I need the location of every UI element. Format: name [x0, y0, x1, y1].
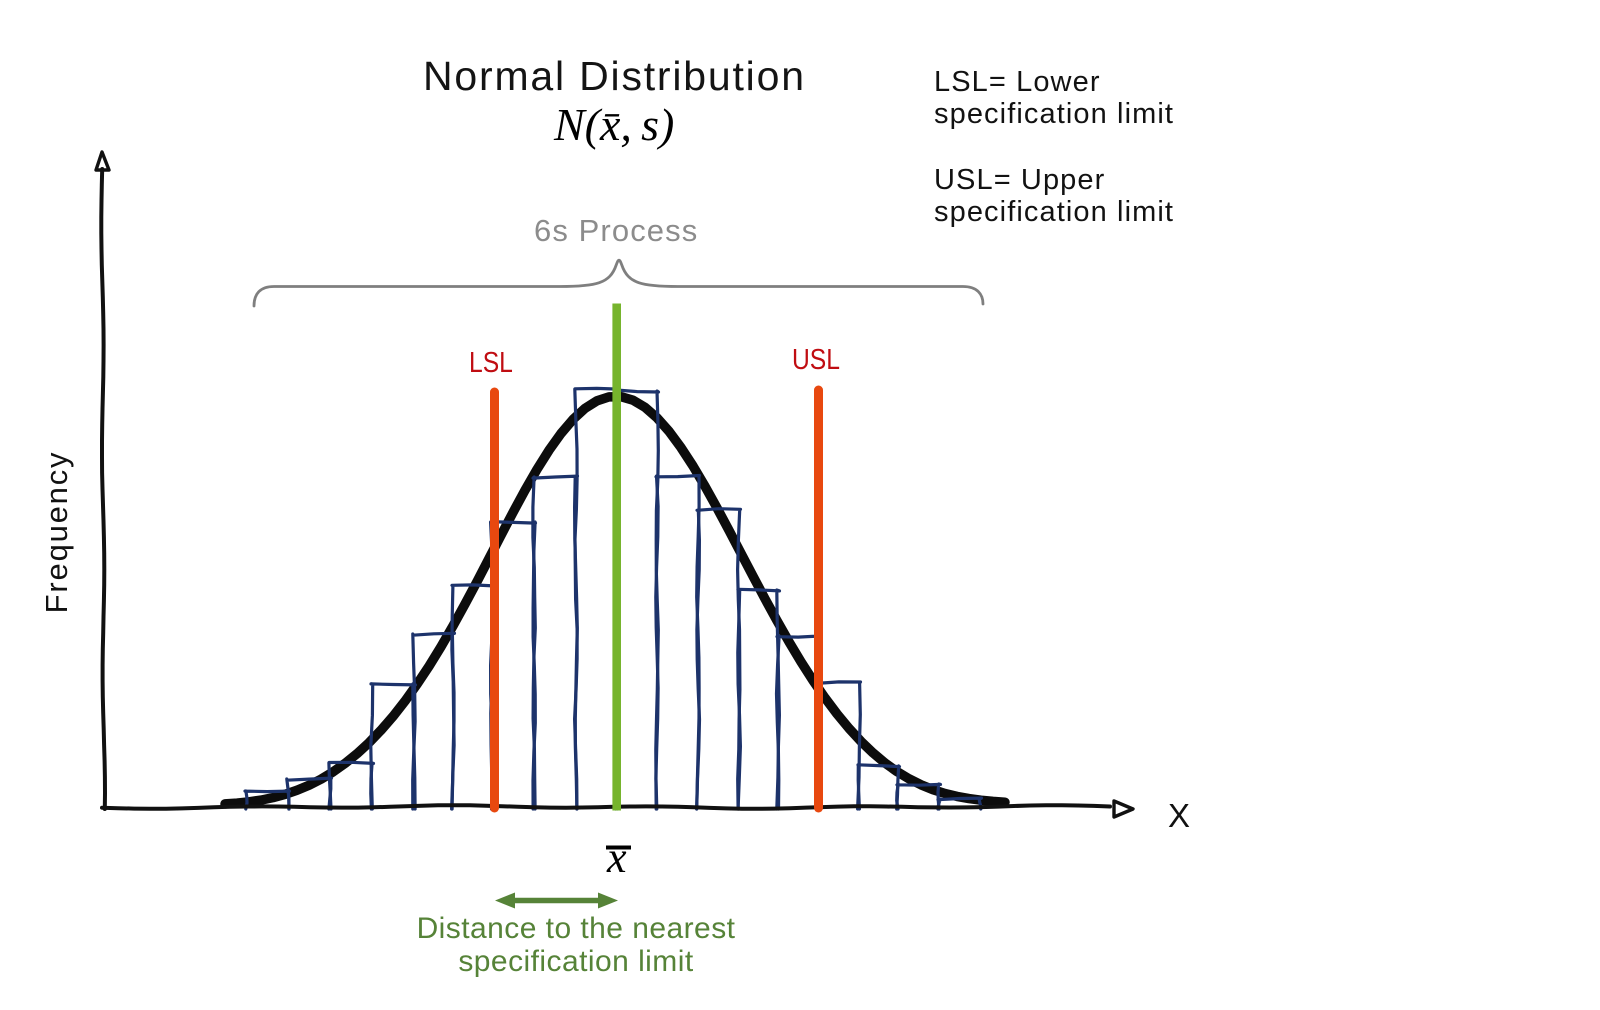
svg-text:x: x [606, 833, 627, 882]
